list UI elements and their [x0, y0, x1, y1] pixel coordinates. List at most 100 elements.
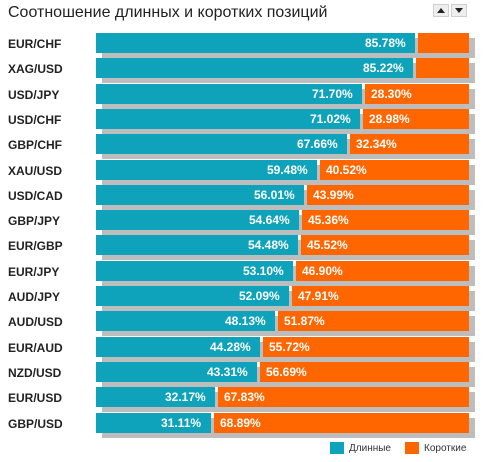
legend-long-label: Длинные: [349, 442, 391, 454]
bar-long: [96, 235, 298, 256]
chart-title: Соотношение длинных и коротких позиций: [8, 4, 328, 21]
legend-short-label: Короткие: [424, 442, 467, 454]
pair-label: EUR/GBP: [8, 239, 63, 254]
chart-row: GBP/CHF 67.66% 32.34%: [0, 134, 484, 160]
value-long: 54.64%: [249, 213, 290, 228]
value-long: 85.78%: [365, 36, 406, 50]
value-short: 51.87%: [284, 314, 325, 329]
pair-label: GBP/CHF: [8, 138, 62, 153]
arrow-up-icon: [437, 8, 445, 13]
pair-label: XAG/USD: [8, 62, 63, 77]
value-long: 59.48%: [267, 162, 308, 177]
bar-long: [96, 108, 360, 129]
legend-long: Длинные: [330, 442, 391, 454]
value-short: 46.90%: [302, 263, 343, 278]
chart-row: AUD/JPY 52.09% 47.91%: [0, 286, 484, 311]
bar-short: [307, 184, 469, 205]
chart-row: GBP/JPY 54.64% 45.36%: [0, 210, 484, 236]
legend-long-swatch: [330, 442, 344, 454]
bar-short: [302, 210, 469, 231]
value-short: 40.52%: [326, 162, 367, 177]
pair-label: USD/CAD: [8, 188, 63, 203]
bar-long: [96, 58, 413, 79]
chart-row: EUR/JPY 53.10% 46.90%: [0, 260, 484, 286]
legend-short-swatch: [405, 442, 419, 454]
pair-label: EUR/JPY: [8, 264, 60, 279]
bar-short: [260, 361, 469, 382]
value-long: 43.31%: [207, 364, 248, 379]
bar-long: [96, 361, 257, 382]
bar-long: [96, 311, 275, 332]
pair-label: EUR/CHF: [8, 37, 62, 51]
pair-label: AUD/JPY: [8, 290, 61, 304]
chart-row: EUR/AUD 44.28% 55.72%: [0, 336, 484, 362]
bar-long: [96, 83, 362, 104]
value-short: 28.30%: [371, 86, 412, 101]
bar-long: [96, 184, 304, 205]
pair-label: EUR/USD: [8, 391, 63, 406]
value-long: 54.48%: [248, 238, 289, 253]
value-short: 55.72%: [269, 339, 310, 354]
bar-short: [296, 260, 469, 281]
value-short: 28.98%: [369, 111, 410, 126]
value-long: 32.17%: [165, 390, 206, 405]
value-long: 44.28%: [210, 339, 251, 354]
chart-row: USD/JPY 71.70% 28.30%: [0, 83, 484, 109]
value-long: 71.70%: [312, 86, 353, 101]
value-short: 32.34%: [356, 137, 397, 152]
bar-short: [363, 108, 469, 129]
value-long: 56.01%: [254, 187, 295, 202]
chart-row: USD/CHF 71.02% 28.98%: [0, 108, 484, 134]
sort-controls: [433, 4, 467, 17]
pair-label: USD/JPY: [8, 87, 60, 102]
bar-short: [416, 58, 469, 79]
value-long: 71.02%: [310, 111, 351, 126]
sort-up-button[interactable]: [433, 4, 449, 17]
value-long: 67.66%: [297, 137, 338, 152]
bar-short: [365, 83, 469, 104]
chart-row: XAG/USD 85.22%: [0, 58, 484, 84]
pair-label: AUD/USD: [8, 315, 63, 330]
bar-long: [96, 134, 347, 155]
bar-long: [96, 387, 215, 408]
pair-label: GBP/USD: [8, 416, 63, 431]
bar-short: [320, 159, 469, 180]
bar-short: [350, 134, 469, 155]
bar-short: [263, 336, 469, 357]
value-short: 56.69%: [266, 364, 307, 379]
bar-long: [96, 286, 289, 306]
pair-label: GBP/JPY: [8, 214, 61, 229]
value-short: 45.52%: [307, 238, 348, 253]
pair-label: USD/CHF: [8, 112, 62, 127]
legend-short: Короткие: [405, 442, 466, 454]
sort-down-button[interactable]: [451, 4, 467, 17]
bar-short: [292, 286, 469, 306]
bar-long: [96, 412, 211, 433]
chart-row: AUD/USD 48.13% 51.87%: [0, 311, 484, 337]
chart-row: EUR/GBP 54.48% 45.52%: [0, 235, 484, 261]
chart-row: GBP/USD 31.11% 68.89%: [0, 412, 484, 438]
value-long: 53.10%: [243, 263, 284, 278]
bar-long: [96, 336, 260, 357]
value-short: 45.36%: [308, 213, 349, 228]
bar-long: [96, 33, 415, 53]
value-long: 48.13%: [225, 314, 266, 329]
bar-short: [418, 33, 469, 53]
value-short: 68.89%: [220, 415, 261, 430]
bar-long: [96, 260, 293, 281]
pair-label: EUR/AUD: [8, 340, 63, 355]
value-long: 85.22%: [363, 61, 404, 76]
value-long: 31.11%: [161, 415, 202, 430]
value-short: 47.91%: [298, 289, 339, 303]
chart-row: XAU/USD 59.48% 40.52%: [0, 159, 484, 185]
value-short: 67.83%: [224, 390, 265, 405]
bar-short: [218, 387, 469, 408]
chart-row: EUR/CHF 85.78%: [0, 33, 484, 58]
value-short: 43.99%: [313, 187, 354, 202]
bar-short: [278, 311, 469, 332]
chart-row: NZD/USD 43.31% 56.69%: [0, 361, 484, 387]
bar-long: [96, 210, 299, 231]
value-long: 52.09%: [239, 289, 280, 303]
bar-short: [214, 412, 469, 433]
chart-row: EUR/USD 32.17% 67.83%: [0, 387, 484, 413]
